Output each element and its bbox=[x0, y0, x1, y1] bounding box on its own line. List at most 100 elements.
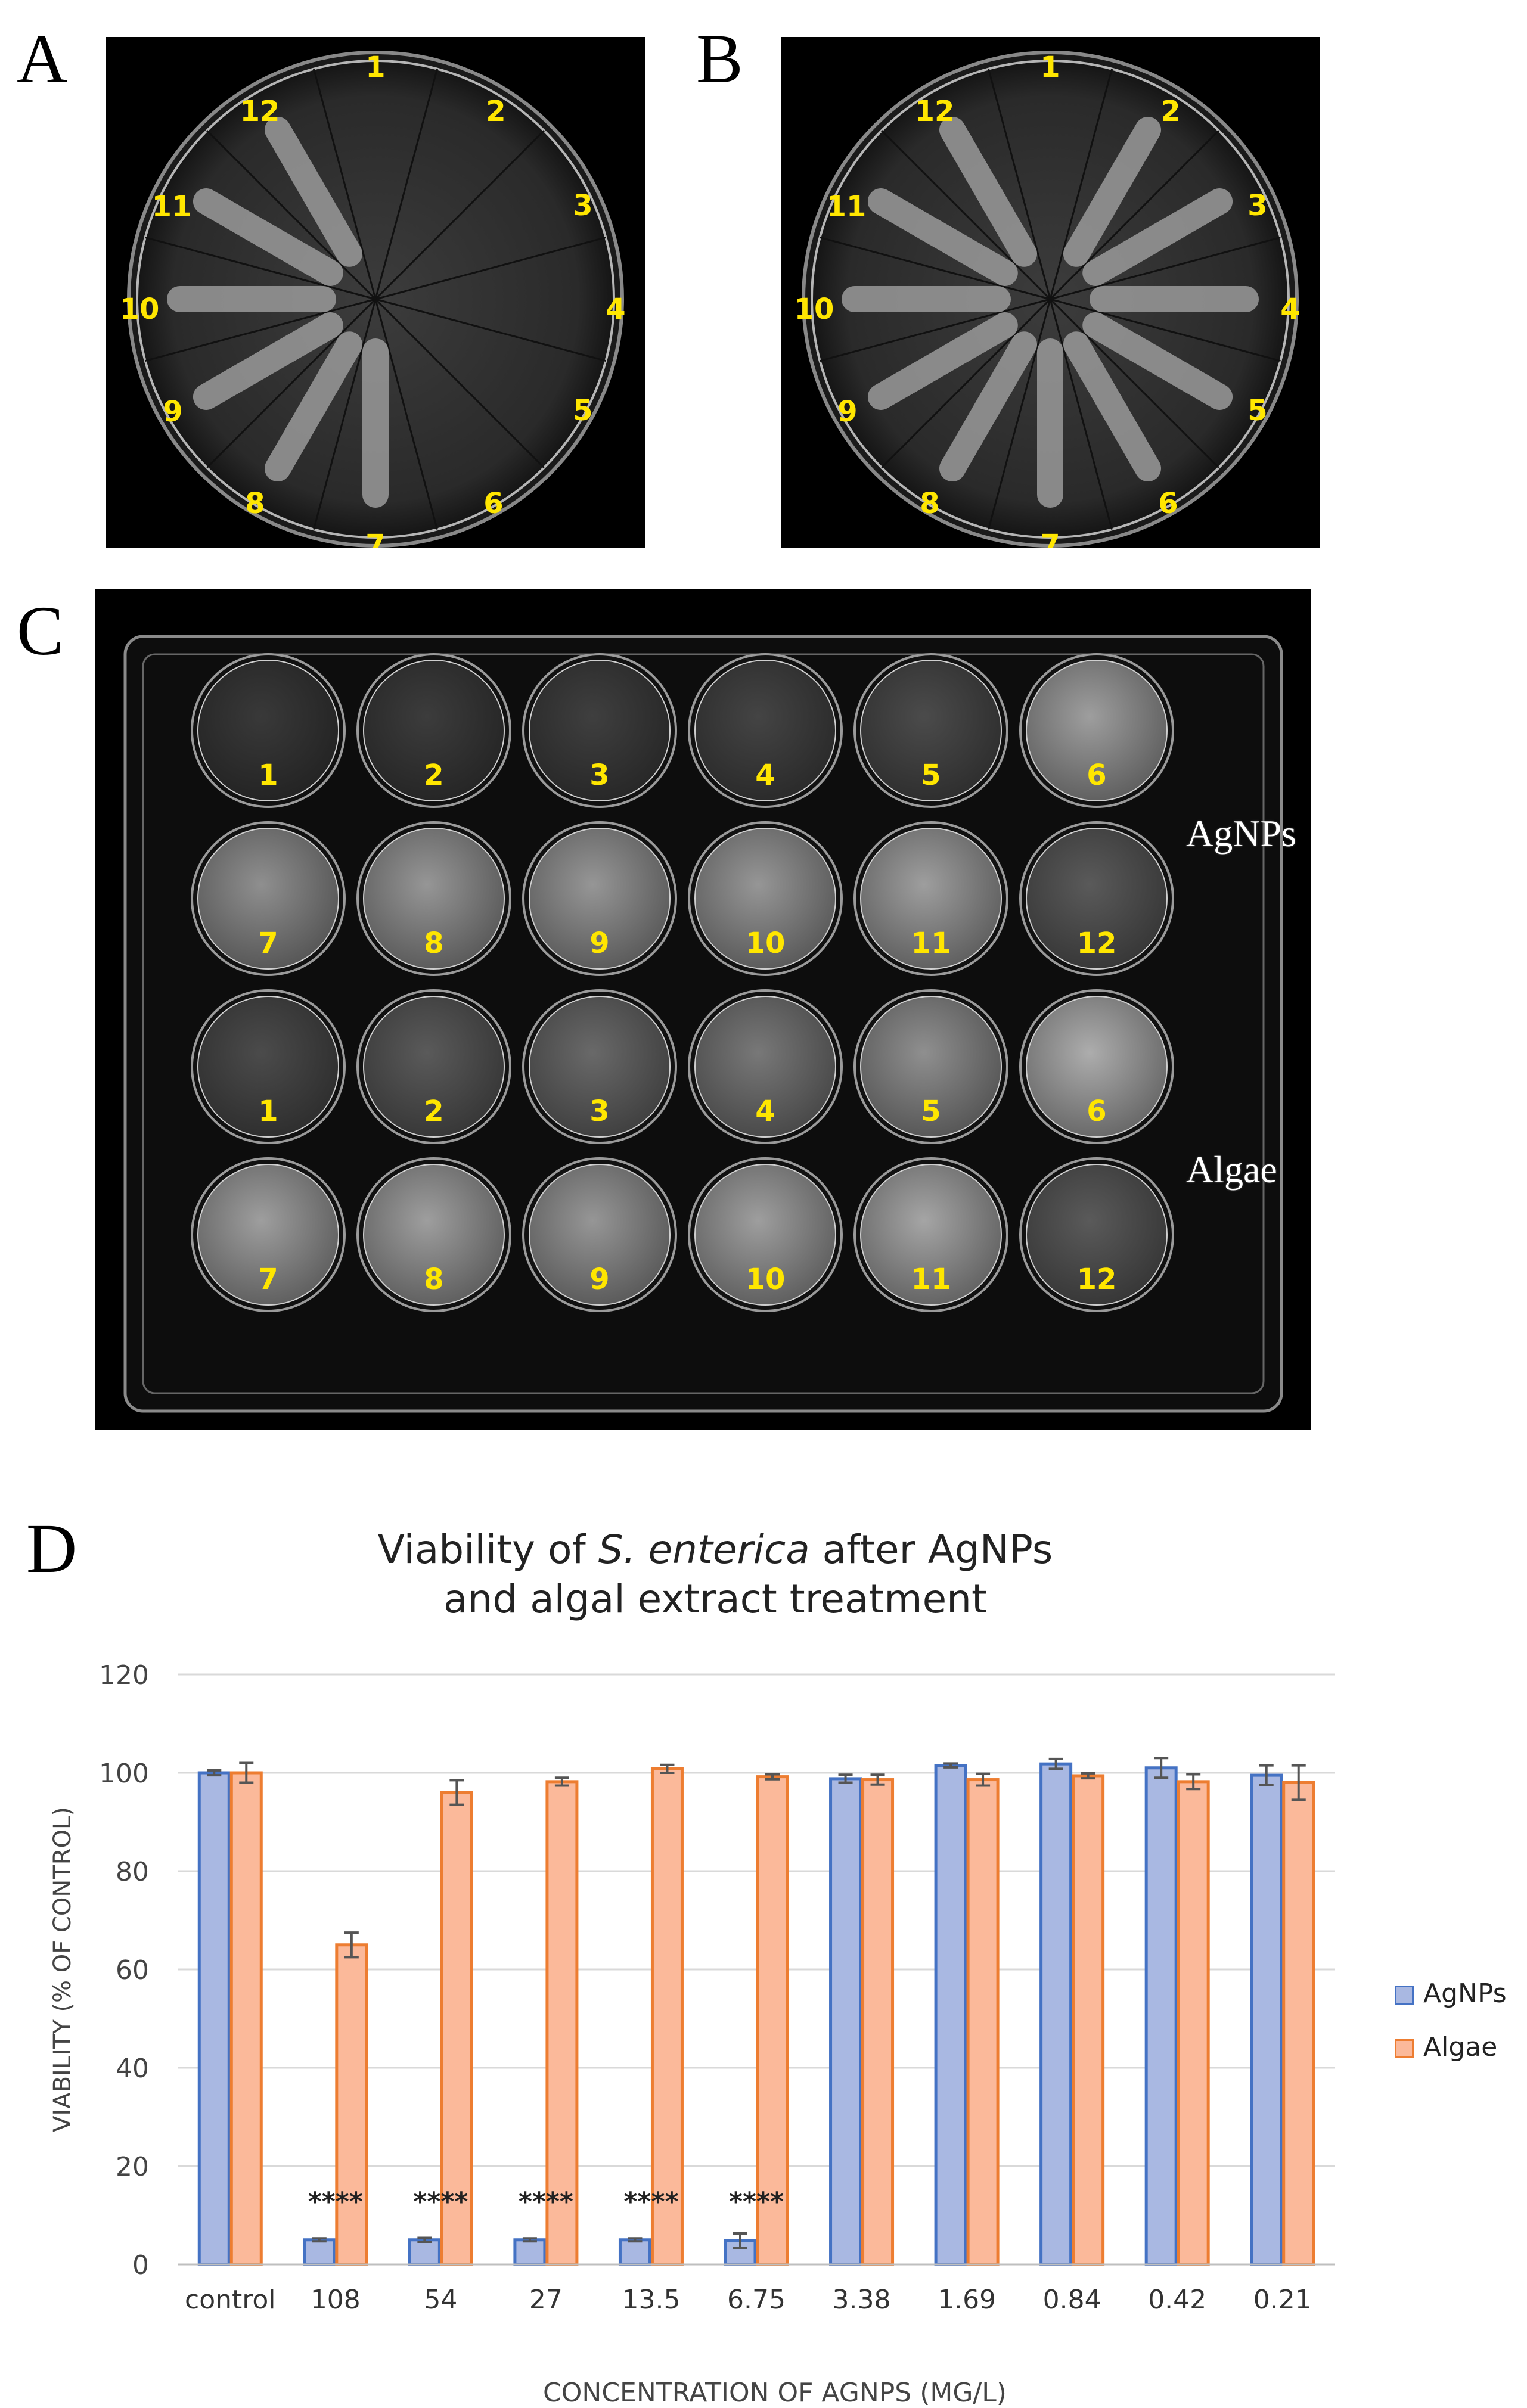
bar-agnps bbox=[1039, 1762, 1073, 2266]
sector-number: 1 bbox=[365, 51, 385, 84]
sector-number: 9 bbox=[837, 395, 857, 428]
bacterial-streak bbox=[939, 331, 1037, 482]
panel-a-label: A bbox=[17, 20, 68, 98]
sector-divider bbox=[820, 298, 1051, 362]
sector-divider bbox=[375, 298, 606, 362]
legend-swatch-algae bbox=[1395, 2039, 1414, 2058]
sector-divider bbox=[988, 299, 1051, 530]
sector-number: 3 bbox=[1247, 189, 1267, 222]
sector-number: 7 bbox=[1040, 529, 1060, 548]
significance-marker: **** bbox=[729, 2186, 784, 2217]
well-number: 6 bbox=[1087, 759, 1106, 792]
sector-divider bbox=[206, 298, 377, 468]
well-number: 3 bbox=[589, 1095, 609, 1128]
well-number: 9 bbox=[589, 927, 609, 960]
well-number: 4 bbox=[755, 1095, 775, 1128]
well-number: 11 bbox=[911, 1263, 951, 1296]
well bbox=[694, 996, 836, 1138]
plate-inner-frame bbox=[142, 653, 1265, 1394]
sector-divider bbox=[313, 69, 377, 300]
well bbox=[363, 660, 505, 801]
well bbox=[363, 1164, 505, 1306]
significance-marker: **** bbox=[308, 2186, 363, 2217]
sector-number: 12 bbox=[240, 95, 280, 128]
significance-marker: **** bbox=[519, 2186, 573, 2217]
x-tick-label: 0.42 bbox=[1148, 2285, 1206, 2315]
sector-divider bbox=[1050, 237, 1281, 300]
well bbox=[363, 996, 505, 1138]
bacterial-streak bbox=[1063, 331, 1161, 482]
bar-algae bbox=[440, 1791, 473, 2266]
well bbox=[694, 660, 836, 801]
bar-algae bbox=[335, 1943, 368, 2266]
petri-dish-photo-a: 1 2 3 4 5 6 7 8 9 10 11 12 bbox=[106, 37, 645, 548]
well-number: 8 bbox=[424, 927, 443, 960]
bacterial-streak bbox=[867, 188, 1018, 286]
bar-agnps bbox=[618, 2238, 651, 2266]
well bbox=[860, 1164, 1002, 1306]
sector-divider bbox=[988, 69, 1051, 300]
well-number: 4 bbox=[755, 759, 775, 792]
well-number: 7 bbox=[258, 927, 278, 960]
well bbox=[197, 660, 339, 801]
sector-number: 12 bbox=[915, 95, 955, 128]
x-tick-label: 13.5 bbox=[622, 2285, 680, 2315]
well-number: 12 bbox=[1077, 927, 1117, 960]
row-label-algae: Algae bbox=[1186, 1148, 1277, 1191]
x-tick-label: 3.38 bbox=[833, 2285, 891, 2315]
legend-label-algae: Algae bbox=[1423, 2032, 1498, 2062]
y-tick-label: 0 bbox=[132, 2250, 149, 2280]
x-tick-label: 6.75 bbox=[727, 2285, 786, 2315]
well-plate: 1 2 3 4 5 67 8 9 10 11 121 2 3 4 5 67 8 9 10 11 12 bbox=[123, 635, 1283, 1413]
well-number: 9 bbox=[589, 1263, 609, 1296]
chart-title-line-2: and algal extract treatment bbox=[443, 1576, 987, 1622]
sector-divider bbox=[1049, 130, 1219, 300]
bacterial-streak bbox=[193, 188, 343, 286]
well bbox=[197, 996, 339, 1138]
chart-title-species: S. enterica bbox=[598, 1527, 810, 1573]
bacterial-streak bbox=[265, 116, 362, 267]
well bbox=[529, 660, 671, 801]
well-number: 12 bbox=[1077, 1263, 1117, 1296]
chart-title: Viability of S. enterica after AgNPs and… bbox=[250, 1525, 1180, 1624]
well-number: 11 bbox=[911, 927, 951, 960]
well-number: 2 bbox=[424, 1095, 443, 1128]
x-tick-label: 27 bbox=[529, 2285, 563, 2315]
sector-number: 4 bbox=[1280, 293, 1300, 326]
well-number: 1 bbox=[258, 1095, 278, 1128]
sector-divider bbox=[1050, 298, 1281, 362]
well bbox=[860, 828, 1002, 970]
sector-divider bbox=[145, 237, 376, 300]
bar-agnps bbox=[408, 2238, 441, 2266]
sector-divider bbox=[1049, 299, 1113, 530]
bacterial-streak bbox=[1082, 312, 1233, 410]
sector-number: 7 bbox=[365, 529, 385, 548]
sector-divider bbox=[313, 299, 377, 530]
well bbox=[197, 828, 339, 970]
well bbox=[197, 1164, 339, 1306]
x-tick-label: 1.69 bbox=[938, 2285, 996, 2315]
well bbox=[1026, 828, 1168, 970]
legend-swatch-agnps bbox=[1395, 1986, 1414, 2005]
significance-marker: **** bbox=[623, 2186, 678, 2217]
sector-divider bbox=[881, 130, 1051, 300]
well-number: 10 bbox=[746, 1263, 786, 1296]
chart-title-part-2: after AgNPs bbox=[809, 1527, 1053, 1573]
sector-divider bbox=[206, 130, 377, 300]
x-tick-label: 108 bbox=[311, 2285, 361, 2315]
sector-divider bbox=[145, 298, 376, 362]
bacterial-streak bbox=[265, 331, 362, 482]
bar-agnps bbox=[197, 1771, 231, 2266]
panel-c-label: C bbox=[17, 592, 64, 670]
significance-marker: **** bbox=[413, 2186, 468, 2217]
row-label-agnps: AgNPs bbox=[1186, 812, 1296, 855]
panel-d-label: D bbox=[26, 1509, 77, 1587]
well bbox=[694, 828, 836, 970]
bacterial-streak bbox=[867, 312, 1018, 410]
sector-number: 5 bbox=[1247, 394, 1267, 427]
sector-number: 10 bbox=[120, 293, 160, 326]
petri-dish-photo-b: 1 2 3 4 5 6 7 8 9 10 11 12 bbox=[781, 37, 1320, 548]
bar-agnps bbox=[934, 1764, 967, 2266]
legend-label-agnps: AgNPs bbox=[1423, 1978, 1507, 2009]
